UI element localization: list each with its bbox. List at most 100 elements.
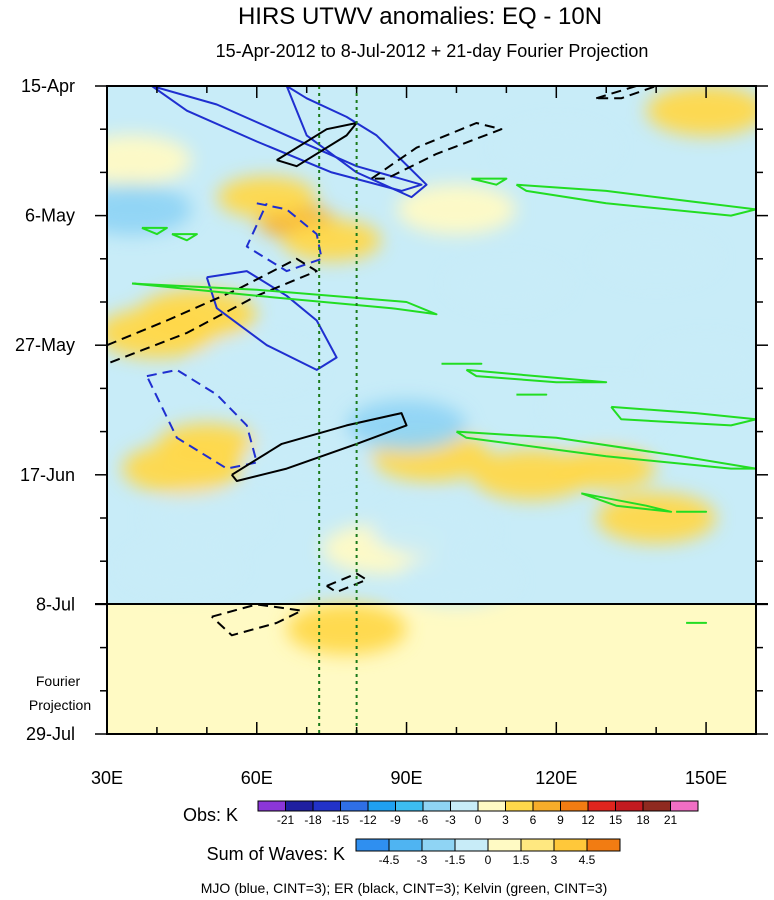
anomaly-patch bbox=[107, 184, 192, 235]
obs-colorbar-swatch bbox=[312, 800, 341, 812]
projection-label-line1: Fourier bbox=[36, 673, 81, 689]
er-contour bbox=[231, 412, 408, 482]
plot-frame bbox=[106, 85, 757, 735]
y-tick-label: 15-Apr bbox=[21, 76, 75, 96]
waves-colorbar-level-label: 3 bbox=[551, 853, 558, 867]
anomaly-patch bbox=[196, 338, 317, 390]
footnote: MJO (blue, CINT=3); ER (black, CINT=3); … bbox=[201, 880, 608, 896]
mjo-contour bbox=[151, 86, 423, 192]
waves-colorbar-swatch bbox=[586, 838, 621, 852]
kelvin-contour bbox=[171, 233, 198, 242]
obs-colorbar-level-label: 3 bbox=[502, 813, 509, 827]
er-contour bbox=[371, 122, 503, 180]
obs-colorbar-label: Obs: K bbox=[183, 805, 238, 825]
anomaly-patch bbox=[646, 338, 756, 390]
obs-colorbar-level-label: -12 bbox=[359, 813, 377, 827]
waves-colorbar-level-label: -1.5 bbox=[445, 853, 466, 867]
obs-colorbar-level-label: -6 bbox=[418, 813, 429, 827]
anomaly-patch bbox=[396, 554, 517, 606]
obs-colorbar-level-label: 0 bbox=[475, 813, 482, 827]
mjo-contour bbox=[285, 86, 428, 199]
anomaly-patch bbox=[546, 381, 667, 433]
kelvin-contour bbox=[465, 368, 608, 384]
kelvin-contour bbox=[455, 430, 756, 470]
wave-contour-layer bbox=[107, 86, 756, 637]
obs-colorbar-swatch bbox=[615, 800, 644, 812]
er-contour bbox=[211, 603, 303, 637]
y-tick-label: 6-May bbox=[25, 206, 75, 226]
obs-colorbar-level-label: 12 bbox=[581, 813, 595, 827]
obs-colorbar-swatch bbox=[340, 800, 369, 812]
obs-colorbar-swatch bbox=[422, 800, 451, 812]
kelvin-contour bbox=[610, 405, 756, 427]
anomaly-patch bbox=[122, 542, 242, 593]
obs-colorbar-swatch bbox=[642, 800, 671, 812]
plot-area bbox=[107, 86, 756, 734]
projection-label-line2: Projection bbox=[29, 697, 91, 713]
obs-colorbar-level-label: 21 bbox=[664, 813, 678, 827]
anomaly-patch bbox=[246, 430, 367, 482]
anomaly-patch bbox=[107, 134, 192, 186]
x-tick-label: 60E bbox=[241, 768, 273, 788]
obs-colorbar-level-label: -18 bbox=[304, 813, 322, 827]
y-tick-label: 29-Jul bbox=[26, 724, 75, 744]
reference-lines bbox=[318, 86, 358, 734]
waves-colorbar-swatch bbox=[355, 838, 390, 852]
obs-colorbar-level-label: 15 bbox=[609, 813, 623, 827]
kelvin-contour bbox=[141, 226, 168, 236]
obs-colorbar-level-label: -15 bbox=[332, 813, 350, 827]
mjo-contour bbox=[245, 202, 323, 273]
obs-colorbar-swatch bbox=[257, 800, 286, 812]
projection-background bbox=[107, 604, 756, 734]
obs-colorbar-level-label: -9 bbox=[390, 813, 401, 827]
kelvin-contour bbox=[471, 177, 508, 186]
anomaly-patch bbox=[496, 122, 617, 174]
obs-colorbar-swatch bbox=[395, 800, 424, 812]
waves-colorbar-swatch bbox=[454, 838, 489, 852]
waves-colorbar-level-label: 1.5 bbox=[513, 853, 530, 867]
y-tick-label: 8-Jul bbox=[36, 594, 75, 614]
axes: 30E 60E 90E 120E 150E 15-Apr 6-May 27-May 17-Jun… bbox=[15, 76, 768, 788]
projection-label: Fourier Projection bbox=[29, 673, 91, 713]
x-tick-label: 150E bbox=[685, 768, 727, 788]
obs-colorbar-swatch bbox=[285, 800, 314, 812]
waves-colorbar-swatch bbox=[520, 838, 555, 852]
anomaly-patch bbox=[596, 233, 716, 285]
chart-subtitle: 15-Apr-2012 to 8-Jul-2012 + 21-day Fouri… bbox=[216, 41, 649, 61]
anomaly-patch bbox=[107, 307, 217, 359]
y-tick-label: 27-May bbox=[15, 335, 75, 355]
obs-colorbar-swatch bbox=[560, 800, 589, 812]
er-contour bbox=[276, 122, 358, 168]
obs-colorbar-level-label: -3 bbox=[445, 813, 456, 827]
chart-title: HIRS UTWV anomalies: EQ - 10N bbox=[238, 3, 602, 30]
mjo-contour bbox=[146, 368, 258, 470]
y-tick-label: 17-Jun bbox=[20, 465, 75, 485]
x-tick-label: 90E bbox=[391, 768, 423, 788]
anomaly-layer bbox=[107, 86, 756, 655]
kelvin-contour bbox=[580, 492, 673, 513]
waves-colorbar-level-label: 0 bbox=[485, 853, 492, 867]
waves-colorbar-swatch bbox=[553, 838, 588, 852]
anomaly-patch bbox=[396, 184, 517, 235]
obs-colorbar-swatch bbox=[477, 800, 506, 812]
obs-colorbar-swatch bbox=[450, 800, 479, 812]
obs-colorbar-swatch bbox=[670, 800, 699, 812]
mjo-contour bbox=[205, 270, 338, 371]
waves-colorbar-level-label: -3 bbox=[417, 853, 428, 867]
anomaly-patch bbox=[147, 492, 267, 544]
waves-colorbar-level-label: 4.5 bbox=[579, 853, 596, 867]
waves-colorbar-swatch bbox=[388, 838, 423, 852]
obs-colorbar-swatch bbox=[367, 800, 396, 812]
obs-colorbar: -21 -18 -15 -12 -9 -6 -3 0 3 6 9 12 15 18 21 Obs: K bbox=[183, 800, 699, 827]
waves-colorbar-level-label: -4.5 bbox=[379, 853, 400, 867]
waves-colorbar-label: Sum of Waves: K bbox=[207, 844, 345, 864]
obs-colorbar-swatch bbox=[587, 800, 616, 812]
obs-colorbar-level-label: -21 bbox=[277, 813, 295, 827]
er-contour bbox=[326, 572, 368, 594]
kelvin-contour bbox=[131, 282, 438, 316]
waves-colorbar-swatch bbox=[421, 838, 456, 852]
anomaly-patch bbox=[471, 449, 592, 501]
anomaly-patch bbox=[217, 176, 317, 218]
obs-colorbar-swatch bbox=[532, 800, 561, 812]
